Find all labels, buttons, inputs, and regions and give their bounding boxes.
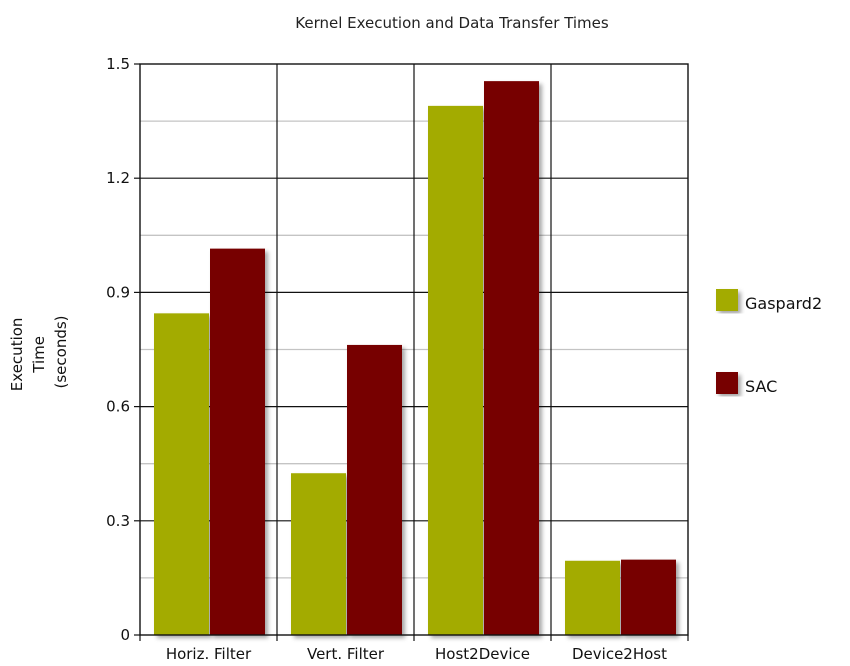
y-tick-label: 0.6: [106, 398, 130, 416]
chart-title: Kernel Execution and Data Transfer Times: [295, 14, 609, 32]
bar-sac-1: [210, 248, 265, 635]
y-tick-label: 1.2: [106, 169, 130, 187]
legend-swatch-gaspard2: [716, 289, 738, 311]
y-axis-label: Execution Time (seconds): [8, 313, 70, 391]
x-category-label: Vert. Filter: [307, 645, 385, 663]
bar-sac-4: [621, 559, 676, 635]
y-tick-label: 0.9: [106, 283, 130, 301]
bars: [154, 81, 676, 635]
legend-label-sac: SAC: [745, 377, 777, 396]
bar-gaspard2-4: [565, 560, 620, 635]
legend: Gaspard2 SAC: [716, 289, 822, 396]
legend-label-gaspard2: Gaspard2: [745, 294, 822, 313]
x-axis-categories: Horiz. Filter Vert. Filter Host2Device Devi…: [139, 635, 689, 663]
x-category-label: Horiz. Filter: [166, 645, 252, 663]
legend-swatch-sac: [716, 372, 738, 394]
bar-sac-3: [484, 81, 539, 635]
y-tick-label: 0.3: [106, 512, 130, 530]
y-tick-label: 1.5: [106, 55, 130, 73]
bar-gaspard2-1: [154, 313, 209, 635]
y-axis-ticks: 0 0.3 0.6 0.9 1.2 1.5: [106, 55, 140, 644]
x-category-label: Host2Device: [435, 645, 530, 663]
bar-gaspard2-3: [428, 105, 483, 635]
bar-gaspard2-2: [291, 473, 346, 635]
y-tick-label: 0: [120, 626, 130, 644]
x-category-label: Device2Host: [572, 645, 667, 663]
bar-sac-2: [347, 344, 402, 635]
